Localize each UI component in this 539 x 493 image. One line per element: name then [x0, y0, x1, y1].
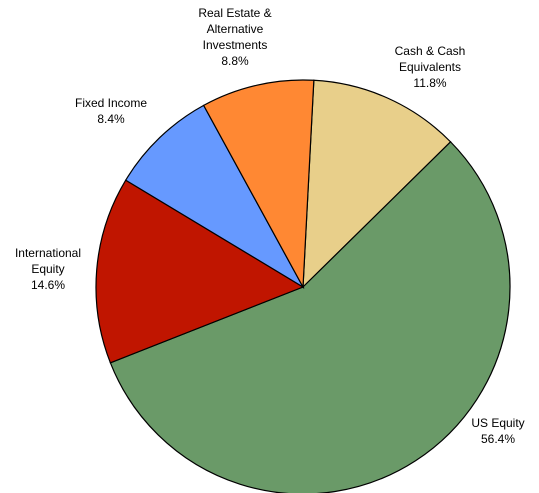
value-label: 11.8%	[413, 76, 446, 90]
slice-label-line: Alternative	[207, 22, 264, 36]
slice-label-line: Cash & Cash	[395, 44, 466, 58]
value-label: 14.6%	[31, 278, 65, 292]
pie-slice	[95, 179, 305, 364]
pie-slice	[202, 79, 315, 290]
value-label: 56.4%	[481, 432, 515, 446]
pie-slice	[302, 79, 452, 289]
slice-label-line: Investments	[203, 38, 268, 52]
slice-label-line: Fixed Income	[75, 96, 147, 110]
slice-label: Real Estate & Alternative Investments	[198, 6, 271, 52]
slice-label: International Equity	[15, 246, 81, 276]
slice-label: US Equity	[471, 416, 524, 430]
slice-label-line: International	[15, 246, 81, 260]
slice-label-line: Real Estate &	[198, 6, 271, 20]
slice-label-line: US Equity	[471, 416, 524, 430]
slice-label: Fixed Income	[75, 96, 147, 110]
pie-slice	[109, 141, 511, 493]
slice-label: Cash & Cash Equivalents	[395, 44, 466, 74]
slice-label-line: Equivalents	[399, 60, 461, 74]
value-label: 8.4%	[97, 112, 125, 126]
pie-slice	[124, 104, 305, 289]
value-label: 8.8%	[221, 54, 249, 68]
slice-label-line: Equity	[31, 262, 64, 276]
